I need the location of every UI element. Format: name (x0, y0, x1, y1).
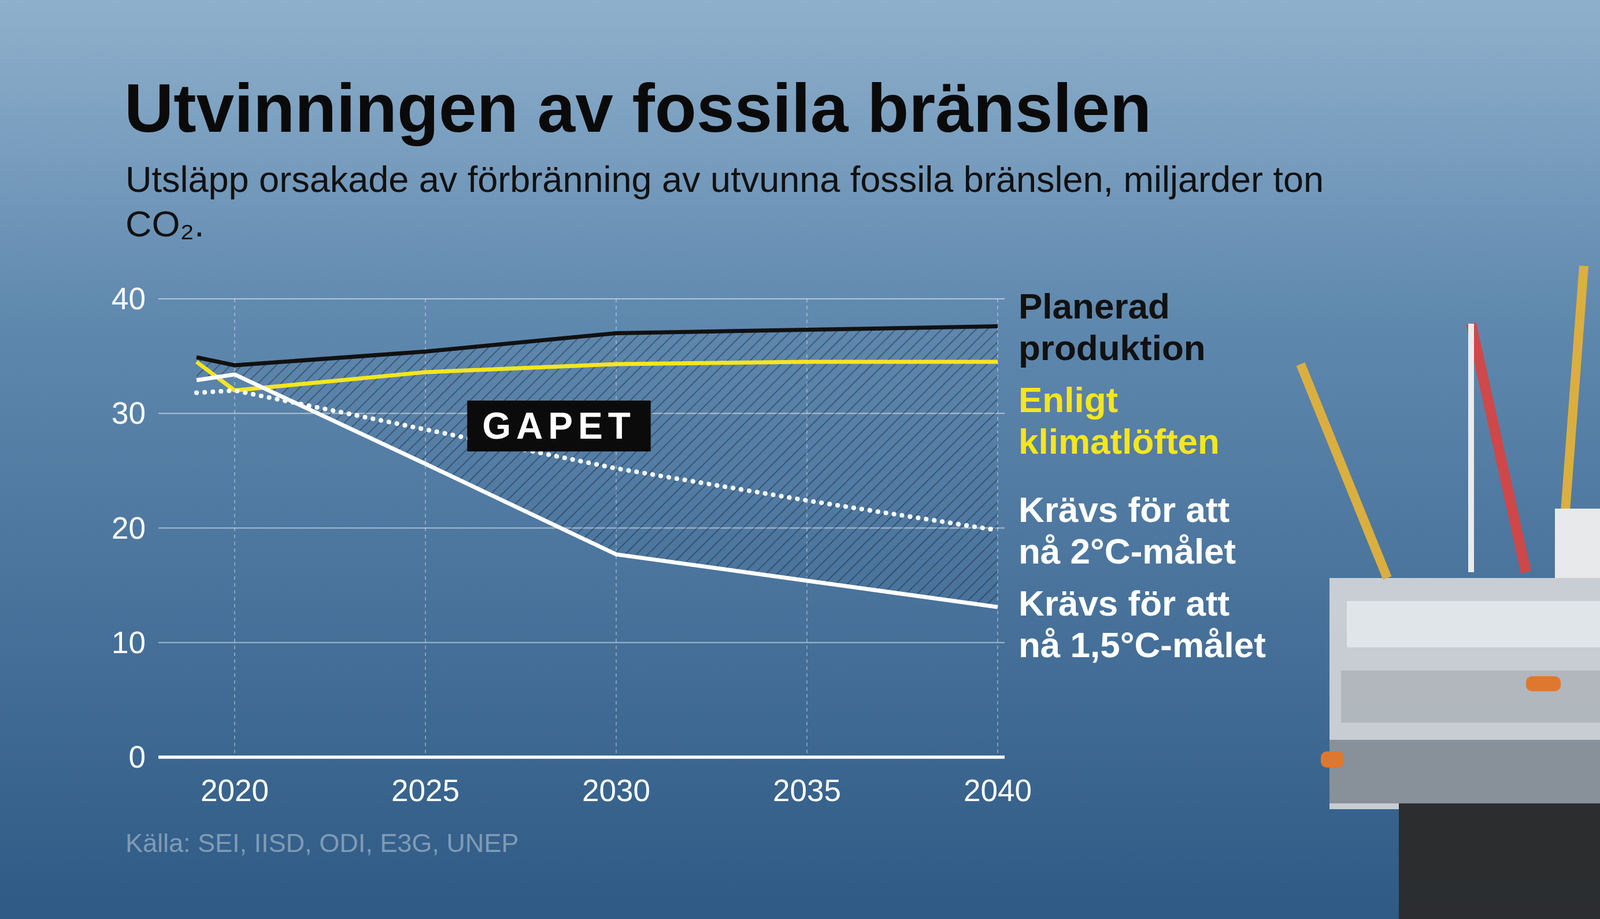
platform (1300, 265, 1600, 919)
crane (1300, 364, 1388, 579)
x-tick-label: 2040 (963, 773, 1032, 808)
gap-area (196, 326, 998, 608)
series-label: Krävs för attnå 1,5°C-målet (1018, 583, 1266, 665)
x-axis-line (158, 756, 1005, 759)
subtitle-line: Utsläpp orsakade av förbränning av utvun… (125, 158, 1324, 200)
x-tick-label: 2035 (772, 773, 842, 808)
chart: Utvinningen av fossila bränslen Utsläpp o… (0, 0, 1600, 919)
y-grid-line (158, 642, 1005, 644)
platform-level (1346, 601, 1600, 648)
series-label-line: produktion (1018, 327, 1206, 368)
title: Utvinningen av fossila bränslen (124, 69, 1152, 147)
derrick (1468, 323, 1474, 573)
y-axis-line (158, 298, 159, 758)
series-label: Krävs för attnå 2°C-målet (1018, 489, 1236, 572)
annotation-box (467, 400, 651, 452)
series-line (196, 361, 998, 391)
series-line (196, 326, 998, 366)
y-tick-label: 20 (111, 510, 146, 546)
derrick (1471, 323, 1527, 573)
platform-level (1329, 739, 1600, 804)
series-label-line: Krävs för att (1018, 583, 1230, 624)
background (0, 0, 1600, 919)
series-label-line: Planerad (1018, 286, 1170, 327)
series-line (196, 374, 998, 607)
y-tick-label: 30 (111, 395, 146, 431)
grid (158, 298, 1005, 758)
platform-level (1341, 670, 1600, 723)
series-label-line: nå 1,5°C-målet (1018, 624, 1266, 665)
y-tick-label: 10 (111, 625, 146, 660)
annotation: GAPET (467, 400, 651, 452)
series-label-line: klimatlöften (1018, 421, 1220, 462)
plot-area (196, 326, 998, 608)
source: Källa: SEI, IISD, ODI, E3G, UNEP (125, 828, 519, 858)
x-tick-label: 2025 (391, 773, 460, 808)
y-grid-line (158, 298, 1005, 300)
subtitle-line: CO₂. (125, 203, 205, 244)
y-grid-line (158, 756, 1005, 759)
y-tick-label: 40 (111, 281, 146, 316)
series-label: Enligtklimatlöften (1018, 379, 1220, 462)
series-label-line: Enligt (1018, 379, 1118, 420)
y-tick-label: 0 (128, 739, 146, 774)
platform-deck (1329, 578, 1600, 810)
x-tick-label: 2020 (200, 773, 269, 808)
lifeboat (1526, 676, 1561, 692)
platform-tower (1554, 508, 1600, 579)
series-label: Planeradproduktion (1018, 286, 1206, 368)
annotation-text: GAPET (482, 405, 636, 447)
x-tick-label: 2030 (582, 773, 651, 808)
subtitle: Utsläpp orsakade av förbränning av utvun… (125, 158, 1324, 244)
series-label-line: Krävs för att (1018, 489, 1230, 530)
lifeboat (1320, 751, 1344, 768)
series-label-line: nå 2°C-målet (1018, 531, 1236, 572)
platform-leg (1398, 803, 1600, 919)
